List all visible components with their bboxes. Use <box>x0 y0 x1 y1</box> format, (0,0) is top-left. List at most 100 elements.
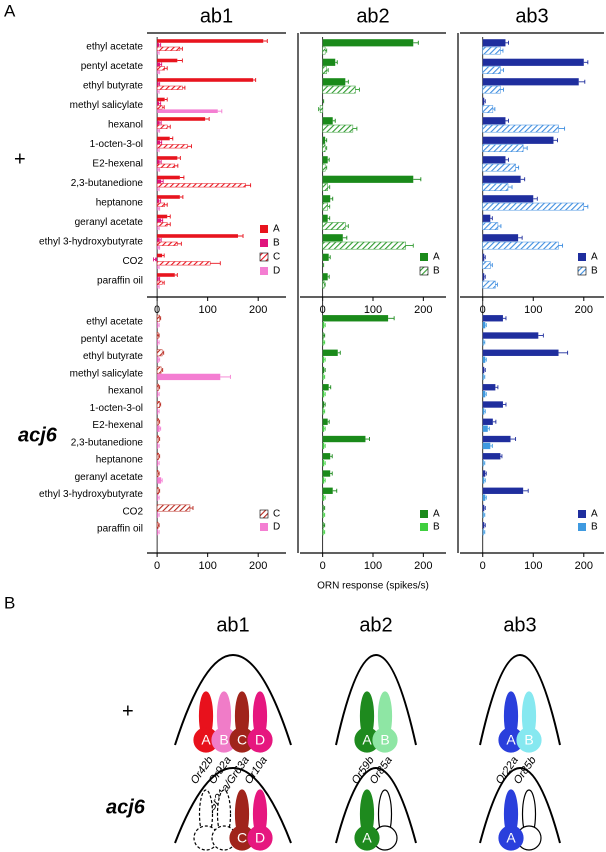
category-label: 1-octen-3-ol <box>90 403 143 414</box>
bar <box>156 241 178 246</box>
error-bar <box>558 243 564 248</box>
legend-label: B <box>591 266 598 277</box>
category-label: CO2 <box>122 506 143 517</box>
bar <box>156 487 159 495</box>
error-bar <box>324 357 326 362</box>
bar <box>157 284 159 289</box>
error-bar <box>510 437 517 442</box>
error-bar <box>327 204 331 209</box>
bar <box>482 522 485 529</box>
bar <box>157 117 206 121</box>
error-bar <box>484 274 486 279</box>
category-label: 1-octen-3-ol <box>90 139 143 150</box>
bar <box>157 234 238 238</box>
error-bar <box>324 402 326 407</box>
category-label: E2-hexenal <box>92 159 143 170</box>
bar <box>322 78 346 86</box>
error-bar <box>159 120 162 125</box>
error-bar <box>161 179 164 184</box>
bar <box>157 442 159 450</box>
error-bar <box>484 255 486 260</box>
bar <box>322 349 338 356</box>
error-bar <box>158 206 161 211</box>
error-bar <box>158 148 160 153</box>
error-bar <box>335 60 338 65</box>
bar <box>156 163 176 168</box>
bar <box>482 487 524 494</box>
error-bar <box>500 68 504 73</box>
bar <box>157 50 159 55</box>
bar <box>156 452 159 460</box>
error-bar <box>325 165 328 170</box>
error-bar <box>327 419 330 424</box>
error-bar <box>158 488 161 493</box>
bar <box>482 442 491 450</box>
neuron-label: C <box>237 830 247 846</box>
bar <box>322 504 324 512</box>
x-tick-label: 100 <box>364 304 382 316</box>
error-bar <box>328 385 332 390</box>
x-tick-label: 0 <box>154 560 160 572</box>
neuron-soma <box>354 825 380 851</box>
neuron-label: B <box>219 732 228 748</box>
bar <box>322 435 366 443</box>
error-bar <box>485 495 487 500</box>
legend-label: B <box>591 522 598 533</box>
bar <box>157 373 221 381</box>
bar <box>156 366 162 374</box>
panel-label: B <box>4 593 15 612</box>
error-bar <box>167 222 171 227</box>
bar <box>322 222 346 230</box>
legend-label: A <box>591 509 598 520</box>
x-tick-label: 100 <box>524 304 542 316</box>
error-bar <box>345 79 349 84</box>
neuron-label: A <box>201 732 211 748</box>
error-bar <box>161 478 163 483</box>
error-bar <box>158 495 160 500</box>
legend-label: C <box>273 252 280 263</box>
error-bar <box>365 437 370 442</box>
bar <box>322 136 326 144</box>
neuron-soma <box>247 727 273 753</box>
legend-label: D <box>273 522 280 533</box>
category-label: heptanone <box>96 198 144 209</box>
error-bar <box>345 224 349 229</box>
error-bar <box>323 340 326 345</box>
error-bar <box>179 175 185 180</box>
bar <box>482 356 486 363</box>
bar <box>322 529 324 536</box>
category-label: paraffin oil <box>97 524 143 535</box>
bar <box>157 195 180 199</box>
legend-swatch <box>578 510 586 518</box>
error-bar <box>158 323 160 328</box>
error-bar <box>158 454 161 459</box>
error-bar <box>177 58 183 63</box>
error-bar <box>158 530 160 535</box>
error-bar <box>174 163 179 168</box>
bar <box>322 58 336 66</box>
bar <box>157 408 159 415</box>
bar <box>322 494 325 501</box>
error-bar <box>355 87 360 92</box>
x-tick-label: 200 <box>249 304 267 316</box>
sensillum <box>479 767 561 844</box>
bar <box>157 245 159 250</box>
error-bar <box>179 194 184 199</box>
bar <box>156 470 159 477</box>
sensillum <box>174 767 292 844</box>
bar <box>157 89 159 94</box>
bar <box>322 183 328 191</box>
bar <box>482 195 534 203</box>
error-bar <box>538 333 544 338</box>
bar <box>482 435 511 443</box>
bar <box>482 241 559 250</box>
bar <box>322 144 326 152</box>
bar <box>322 234 343 242</box>
bar <box>482 58 584 66</box>
error-bar <box>323 523 326 528</box>
error-bar <box>158 89 160 94</box>
error-bar <box>158 357 161 362</box>
error-bar <box>330 196 334 201</box>
bar <box>322 124 354 133</box>
error-bar <box>578 79 586 84</box>
